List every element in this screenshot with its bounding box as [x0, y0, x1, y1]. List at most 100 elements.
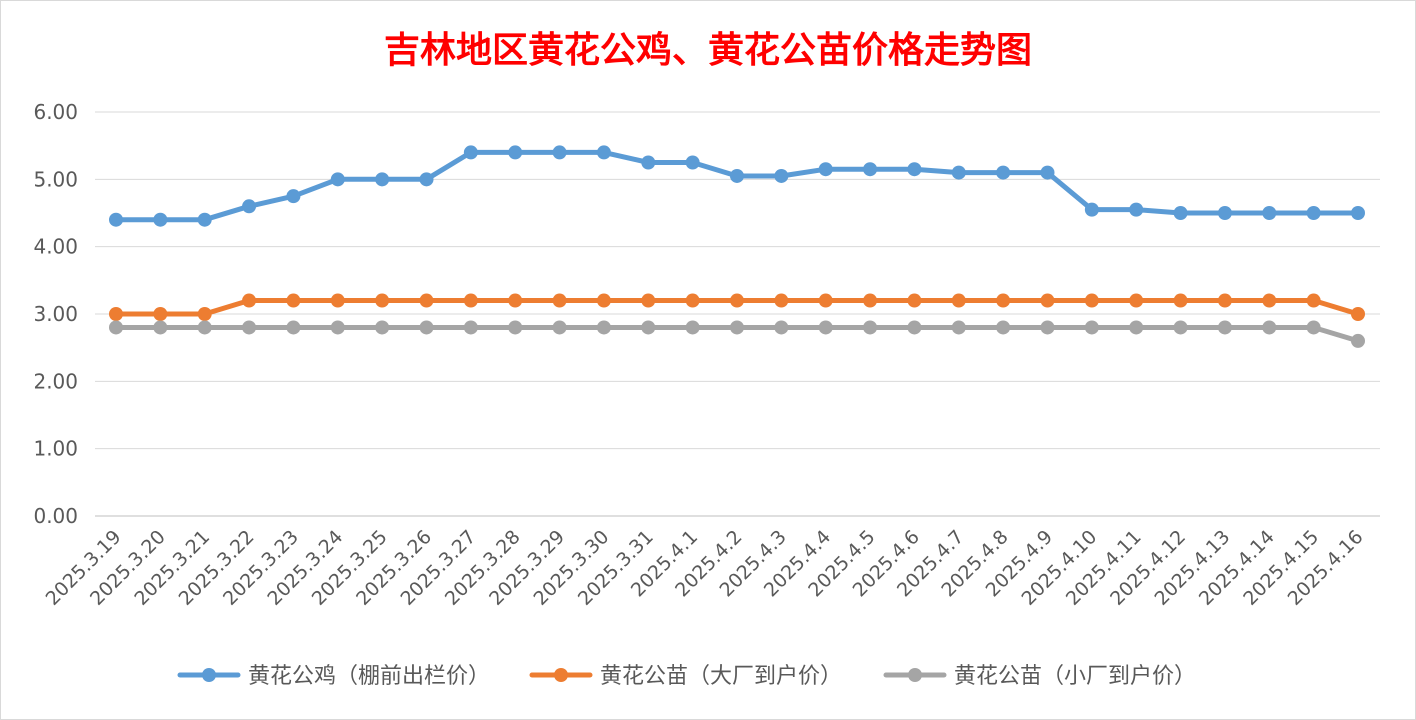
data-point: [242, 199, 257, 214]
data-point: [996, 293, 1011, 308]
y-tick-label: 2.00: [33, 369, 78, 393]
data-point: [730, 293, 744, 308]
data-point: [1040, 293, 1055, 308]
data-point: [508, 293, 523, 308]
data-point: [774, 293, 789, 308]
data-point: [419, 293, 434, 308]
data-point: [863, 320, 878, 335]
legend-label: 黄花公苗（大厂到户价）: [600, 664, 842, 689]
data-point: [1084, 293, 1099, 308]
data-point: [1040, 165, 1055, 180]
data-point: [419, 320, 434, 335]
legend-item: 黄花公鸡（棚前出栏价）: [177, 664, 490, 689]
data-point: [109, 320, 123, 335]
data-point: [1129, 293, 1144, 308]
data-point: [596, 293, 611, 308]
y-tick-label: 1.00: [33, 437, 78, 461]
data-point: [818, 162, 833, 177]
data-point: [730, 168, 744, 183]
data-point: [1306, 206, 1321, 220]
legend-marker: [908, 668, 922, 682]
series-2: [109, 293, 1365, 321]
data-point: [951, 293, 966, 308]
data-point: [419, 172, 434, 187]
data-point: [153, 212, 168, 227]
data-point: [863, 293, 878, 308]
data-point: [242, 293, 257, 308]
data-point: [286, 320, 301, 335]
legend-marker: [202, 668, 216, 682]
legend: 黄花公鸡（棚前出栏价） 黄花公苗（大厂到户价） 黄花公苗（小厂到户价）: [177, 664, 1196, 689]
y-tick-label: 5.00: [33, 167, 78, 191]
data-point: [641, 155, 656, 170]
data-point: [375, 320, 390, 335]
data-point: [375, 172, 390, 187]
data-point: [463, 145, 478, 160]
data-point: [1040, 320, 1055, 335]
legend-item: 黄花公苗（大厂到户价）: [529, 664, 842, 689]
data-point: [1351, 206, 1365, 220]
legend-marker: [554, 668, 568, 682]
data-point: [863, 162, 878, 177]
data-point: [774, 320, 789, 335]
data-point: [197, 320, 212, 335]
data-point: [197, 307, 212, 321]
series-1: [109, 145, 1365, 227]
data-point: [330, 320, 345, 335]
data-point: [818, 293, 833, 308]
data-point: [1217, 293, 1232, 308]
data-point: [641, 320, 656, 335]
data-point: [774, 168, 789, 183]
data-point: [730, 320, 744, 335]
data-point: [1351, 333, 1365, 348]
series-3: [109, 320, 1365, 348]
data-point: [907, 293, 922, 308]
data-point: [951, 165, 966, 180]
y-tick-label: 4.00: [33, 235, 78, 259]
y-tick-label: 3.00: [33, 302, 78, 326]
data-point: [951, 320, 966, 335]
legend-label: 黄花公鸡（棚前出栏价）: [248, 664, 490, 689]
data-point: [552, 145, 567, 160]
data-point: [996, 320, 1011, 335]
data-point: [685, 155, 700, 170]
data-point: [508, 320, 523, 335]
data-point: [197, 212, 212, 227]
data-point: [330, 293, 345, 308]
data-point: [1173, 293, 1188, 308]
data-point: [596, 145, 611, 160]
data-point: [1306, 293, 1321, 308]
data-point: [685, 293, 700, 308]
data-point: [1217, 320, 1232, 335]
data-point: [153, 307, 168, 321]
data-point: [818, 320, 833, 335]
data-point: [1129, 320, 1144, 335]
legend-item: 黄花公苗（小厂到户价）: [883, 664, 1196, 689]
data-point: [1173, 206, 1188, 220]
data-point: [552, 320, 567, 335]
data-point: [641, 293, 656, 308]
data-point: [1084, 320, 1099, 335]
data-point: [1173, 320, 1188, 335]
data-point: [1262, 293, 1277, 308]
data-point: [907, 162, 922, 177]
y-tick-label: 0.00: [33, 504, 78, 528]
data-point: [463, 320, 478, 335]
data-point: [685, 320, 700, 335]
chart-title: 吉林地区黄花公鸡、黄花公苗价格走势图: [384, 29, 1032, 71]
y-tick-label: 6.00: [33, 100, 78, 124]
data-point: [109, 212, 123, 227]
data-point: [286, 189, 301, 204]
data-point: [1306, 320, 1321, 335]
data-point: [330, 172, 345, 187]
data-point: [1262, 320, 1277, 335]
data-point: [242, 320, 257, 335]
data-point: [1262, 206, 1277, 220]
data-point: [375, 293, 390, 308]
data-point: [463, 293, 478, 308]
data-point: [1217, 206, 1232, 220]
data-point: [153, 320, 168, 335]
data-point: [1084, 202, 1099, 217]
